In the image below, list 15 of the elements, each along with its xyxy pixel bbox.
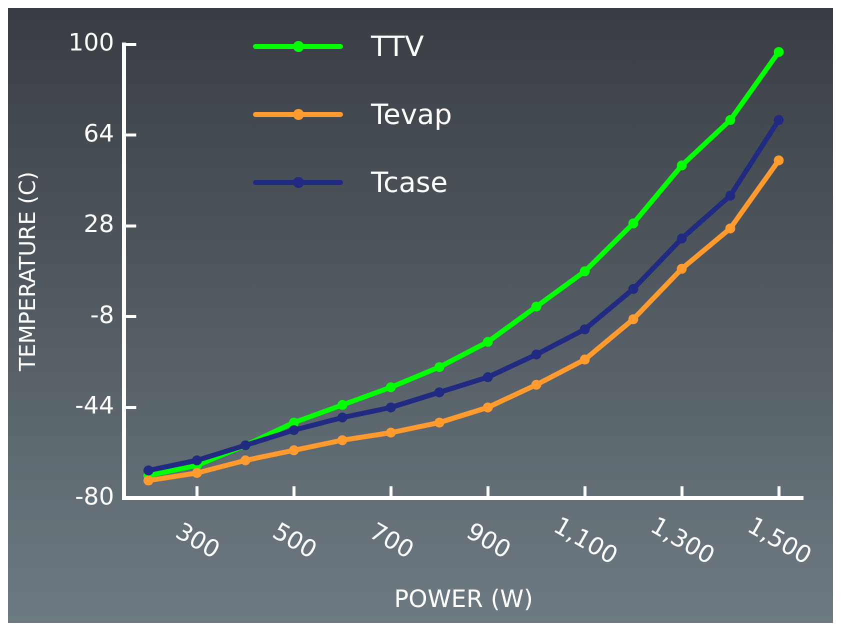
y-tick-label: 28 [84,210,114,238]
x-tick-label: 900 [462,517,516,564]
y-tick-label: 100 [68,28,114,57]
y-axis-title: TEMPERATURE (C) [16,172,41,372]
x-axis-title: POWER (W) [394,584,534,613]
y-tick-label: -8 [90,300,114,329]
legend-label: Tcase [371,166,448,198]
legend-label: Tevap [371,98,452,130]
y-tick-label: 64 [84,119,114,148]
x-tick-label: 500 [268,517,322,564]
legend-label: TTV [371,30,424,62]
y-tick-label: -44 [75,392,114,420]
x-tick-label: 700 [364,517,419,564]
y-tick-label: -80 [75,482,114,510]
x-tick-label: 300 [170,517,225,564]
